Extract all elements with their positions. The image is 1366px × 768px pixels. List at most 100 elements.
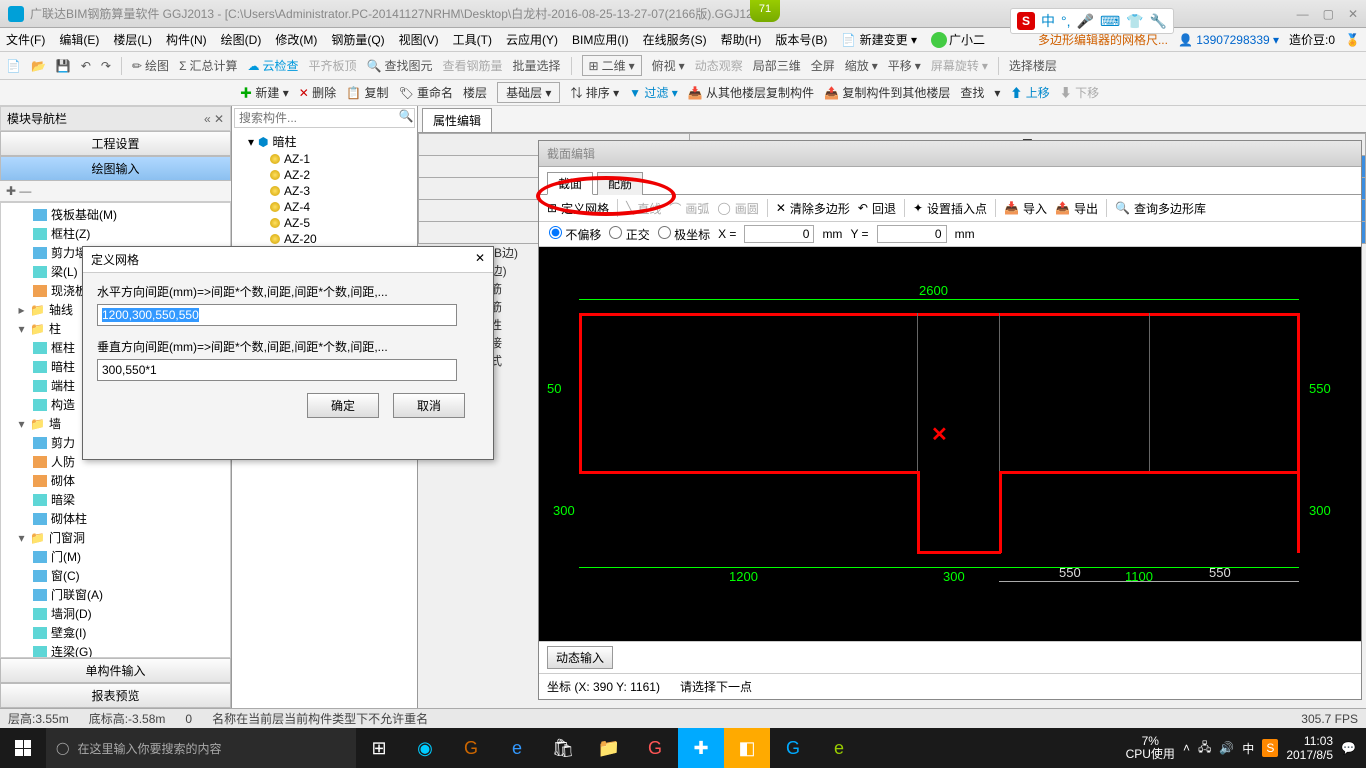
menu-cloud[interactable]: 云应用(Y) <box>506 31 558 48</box>
menu-tool[interactable]: 工具(T) <box>453 31 492 48</box>
app-icon-1[interactable]: ◉ <box>402 728 448 768</box>
save-icon[interactable]: 💾 <box>56 59 71 73</box>
open-icon[interactable]: 📂 <box>31 59 46 73</box>
undo-button[interactable]: ↶ 回退 <box>858 200 896 217</box>
section-canvas[interactable]: 2600 ✕ 50 300 550 300 1200 300 1100 550 … <box>539 247 1361 641</box>
menu-floor[interactable]: 楼层(L) <box>113 31 152 48</box>
fullscreen-button[interactable]: 全屏 <box>811 57 835 74</box>
move-up-button[interactable]: ⬆ 上移 <box>1010 84 1049 101</box>
rename-button[interactable]: 🏷 重命名 <box>398 84 453 101</box>
undo-icon[interactable]: ↶ <box>81 59 91 73</box>
sum-button[interactable]: Σ 汇总计算 <box>179 57 237 74</box>
move-down-button[interactable]: ⬇ 下移 <box>1060 84 1099 101</box>
section-tab[interactable]: 截面 <box>547 172 593 195</box>
circle-button[interactable]: ◯ 画圆 <box>717 200 758 217</box>
menu-bim[interactable]: BIM应用(I) <box>572 31 629 48</box>
edge-icon[interactable]: e <box>494 728 540 768</box>
ime-kbd-icon[interactable]: ⌨ <box>1100 13 1120 30</box>
report-preview-button[interactable]: 报表预览 <box>0 683 231 708</box>
tray-net-icon[interactable]: 🖧 <box>1198 738 1211 759</box>
arc-button[interactable]: ⌒ 画弧 <box>669 200 709 217</box>
redo-icon[interactable]: ↷ <box>101 59 111 73</box>
component-search-input[interactable] <box>235 109 398 127</box>
tray-ime-icon[interactable]: 中 <box>1242 740 1254 757</box>
import-button[interactable]: 📥 导入 <box>1004 200 1047 217</box>
component-item[interactable]: AZ-1 <box>234 151 415 167</box>
topview-button[interactable]: 俯视 ▾ <box>652 57 685 74</box>
comp-root[interactable]: ▾ ⬢ 暗柱 <box>234 132 415 151</box>
insert-point-button[interactable]: ✦ 设置插入点 <box>913 200 987 217</box>
store-icon[interactable]: 🛍 <box>540 728 586 768</box>
menu-draw[interactable]: 绘图(D) <box>221 31 262 48</box>
nav-close-icon[interactable]: « ✕ <box>204 112 224 126</box>
menu-component[interactable]: 构件(N) <box>166 31 207 48</box>
single-input-button[interactable]: 单构件输入 <box>0 658 231 683</box>
close-button[interactable]: ✕ <box>1348 7 1358 21</box>
copy-comp-button[interactable]: 📋 复制 <box>346 84 388 101</box>
menu-file[interactable]: 文件(F) <box>6 31 45 48</box>
view-rebar-button[interactable]: 查看钢筋量 <box>443 57 503 74</box>
search-icon[interactable]: 🔍 <box>398 109 414 127</box>
app-icon-3[interactable]: G <box>632 728 678 768</box>
app-icon-7[interactable]: e <box>816 728 862 768</box>
component-item[interactable]: AZ-4 <box>234 199 415 215</box>
component-item[interactable]: AZ-2 <box>234 167 415 183</box>
h-spacing-input[interactable]: 1200,300,550,550 <box>97 304 457 326</box>
opt-polar[interactable]: 极坐标 <box>658 226 710 243</box>
ime-cn[interactable]: 中 <box>1041 11 1055 31</box>
ime-tool-icon[interactable]: 🔧 <box>1150 13 1167 30</box>
taskbar-search[interactable]: ◯ 在这里输入你要搜索的内容 <box>46 728 356 768</box>
pan-button[interactable]: 平移 ▾ <box>888 57 921 74</box>
ime-skin-icon[interactable]: 👕 <box>1126 13 1143 30</box>
ime-mic-icon[interactable]: 🎤 <box>1077 13 1094 30</box>
component-item[interactable]: AZ-3 <box>234 183 415 199</box>
y-input[interactable] <box>877 225 947 243</box>
tray-s-icon[interactable]: S <box>1262 739 1278 757</box>
app-icon-5[interactable]: ◧ <box>724 728 770 768</box>
query-lib-button[interactable]: 🔍 查询多边形库 <box>1115 200 1206 217</box>
menu-help[interactable]: 帮助(H) <box>721 31 762 48</box>
find-elem-button[interactable]: 🔍 查找图元 <box>367 57 433 74</box>
export-button[interactable]: 📤 导出 <box>1055 200 1098 217</box>
find-comp-button[interactable]: 查找 <box>960 84 984 101</box>
rotate-button[interactable]: 屏幕旋转 ▾ <box>931 57 988 74</box>
flat-button[interactable]: 平齐板顶 <box>309 57 357 74</box>
app-icon-2[interactable]: G <box>448 728 494 768</box>
ok-button[interactable]: 确定 <box>307 393 379 418</box>
2d-dropdown[interactable]: ⊞ 二维 ▾ <box>582 55 642 76</box>
property-tab[interactable]: 属性编辑 <box>422 108 492 132</box>
menu-rebar[interactable]: 钢筋量(Q) <box>331 31 384 48</box>
opt-no-offset[interactable]: 不偏移 <box>549 226 601 243</box>
x-input[interactable] <box>744 225 814 243</box>
copy-from-button[interactable]: 📥 从其他楼层复制构件 <box>688 84 814 101</box>
ime-punct-icon[interactable]: °, <box>1061 13 1071 29</box>
dynview-button[interactable]: 动态观察 <box>695 57 743 74</box>
rebar-tab[interactable]: 配筋 <box>597 172 643 195</box>
tray-chevron-icon[interactable]: ˄ <box>1183 741 1190 755</box>
clear-poly-button[interactable]: ✕ 清除多边形 <box>776 200 850 217</box>
menu-edit[interactable]: 编辑(E) <box>59 31 99 48</box>
app-icon-6[interactable]: G <box>770 728 816 768</box>
delete-comp-button[interactable]: ✕ 删除 <box>299 84 336 101</box>
menu-online[interactable]: 在线服务(S) <box>643 31 707 48</box>
tray-clock[interactable]: 11:03 2017/8/5 <box>1286 734 1333 762</box>
draw-input-button[interactable]: 绘图输入 <box>0 156 231 181</box>
app-icon-4[interactable]: ✚ <box>678 728 724 768</box>
draw-button[interactable]: ✏ 绘图 <box>132 57 169 74</box>
dialog-close-icon[interactable]: ✕ <box>475 251 485 268</box>
new-change-button[interactable]: 📄 新建变更 ▾ <box>841 31 917 48</box>
menu-view[interactable]: 视图(V) <box>399 31 439 48</box>
copy-to-button[interactable]: 📤 复制构件到其他楼层 <box>824 84 950 101</box>
floor-dropdown[interactable]: 基础层 ▾ <box>497 82 560 103</box>
new-comp-button[interactable]: ✚ 新建 ▾ <box>240 84 289 101</box>
line-button[interactable]: ╲ 直线 <box>626 200 661 217</box>
taskview-icon[interactable]: ⊞ <box>356 728 402 768</box>
new-file-icon[interactable]: 📄 <box>6 59 21 73</box>
batch-select-button[interactable]: 批量选择 <box>513 57 561 74</box>
define-grid-button[interactable]: ⊞ 定义网格 <box>547 200 609 217</box>
cloud-check-button[interactable]: ☁ 云检查 <box>248 57 299 74</box>
filter-button[interactable]: ▼ 过滤 ▾ <box>629 84 678 101</box>
cancel-button[interactable]: 取消 <box>393 393 465 418</box>
dynamic-input-button[interactable]: 动态输入 <box>547 646 613 669</box>
menu-version[interactable]: 版本号(B) <box>775 31 827 48</box>
